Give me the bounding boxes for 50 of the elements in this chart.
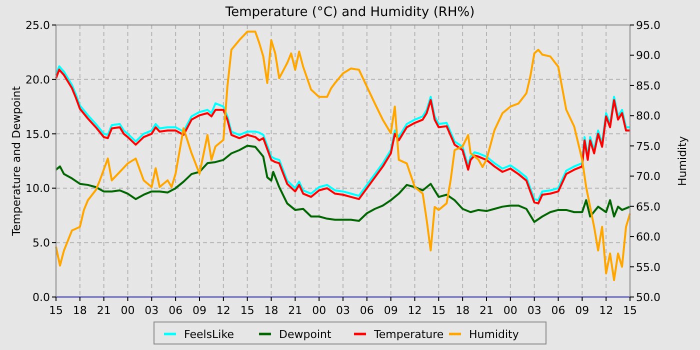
x-tick-label: 00 bbox=[120, 304, 135, 317]
x-tick-label: 03 bbox=[144, 304, 159, 317]
y2-tick-label: 55.0 bbox=[636, 260, 660, 274]
x-tick-label: 15 bbox=[240, 304, 254, 317]
x-tick-label: 15 bbox=[49, 304, 63, 317]
x-tick-label: 00 bbox=[312, 304, 326, 317]
y-tick-label: 0.0 bbox=[32, 291, 50, 304]
y2-tick-label: 85.0 bbox=[636, 79, 660, 92]
x-tick-label: 06 bbox=[360, 304, 374, 317]
x-tick-label: 09 bbox=[575, 304, 590, 317]
x-tick-label: 12 bbox=[216, 304, 230, 317]
x-tick-label: 15 bbox=[623, 304, 637, 317]
y-tick-label: 25.0 bbox=[26, 19, 50, 32]
x-tick-label: 06 bbox=[168, 304, 183, 317]
x-tick-label: 00 bbox=[503, 304, 518, 317]
y2-tick-label: 60.0 bbox=[636, 230, 660, 244]
y2-tick-label: 50.0 bbox=[636, 291, 660, 304]
x-tick-label: 06 bbox=[551, 304, 566, 317]
y2-tick-label: 80.0 bbox=[636, 110, 660, 123]
y-tick-label: 10.0 bbox=[26, 182, 50, 196]
line-series bbox=[55, 144, 631, 223]
y2-tick-label: 95.0 bbox=[636, 19, 660, 32]
x-tick-label: 18 bbox=[264, 304, 278, 317]
y-axis-title: Temperature and Dewpoint bbox=[10, 85, 23, 237]
y2-tick-label: 65.0 bbox=[636, 200, 660, 214]
y-tick-label: 20.0 bbox=[26, 73, 50, 86]
y2-tick-label: 70.0 bbox=[636, 170, 660, 184]
y2-tick-label: 75.0 bbox=[636, 140, 660, 153]
chart-title: Temperature (°C) and Humidity (RH%) bbox=[224, 5, 475, 20]
line-series bbox=[55, 30, 631, 282]
y-tick-label: 15.0 bbox=[26, 128, 50, 141]
x-tick-label: 09 bbox=[192, 304, 206, 317]
x-tick-label: 21 bbox=[480, 304, 494, 317]
x-tick-label: 18 bbox=[456, 304, 470, 317]
legend-label: Dewpoint bbox=[279, 328, 332, 341]
x-tick-label: 21 bbox=[288, 304, 302, 317]
x-tick-label: 03 bbox=[527, 304, 542, 317]
x-tick-label: 03 bbox=[336, 304, 350, 317]
x-tick-label: 12 bbox=[599, 304, 614, 317]
x-tick-label: 21 bbox=[96, 304, 111, 317]
x-tick-label: 09 bbox=[384, 304, 398, 317]
y2-axis-title: Humidity bbox=[676, 136, 689, 186]
x-tick-label: 15 bbox=[432, 304, 446, 317]
y2-tick-label: 90.0 bbox=[636, 49, 660, 62]
legend-label: FeelsLike bbox=[184, 328, 234, 341]
x-tick-label: 12 bbox=[408, 304, 422, 317]
y-tick-label: 5.0 bbox=[32, 236, 50, 250]
legend-label: Humidity bbox=[469, 328, 520, 341]
x-tick-label: 18 bbox=[72, 304, 87, 317]
legend-label: Temperature bbox=[373, 328, 444, 341]
